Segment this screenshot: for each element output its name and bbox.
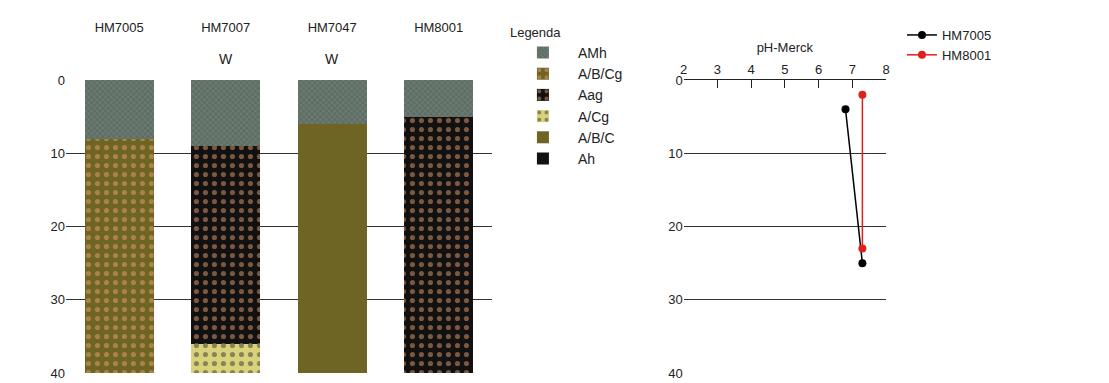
svg-text:20: 20 <box>668 219 682 234</box>
svg-text:4: 4 <box>747 62 754 77</box>
svg-text:Aag: Aag <box>578 87 603 103</box>
svg-text:A/Cg: A/Cg <box>578 109 609 125</box>
svg-text:W: W <box>219 51 233 67</box>
svg-text:HM7047: HM7047 <box>308 20 357 35</box>
svg-text:30: 30 <box>50 292 64 307</box>
svg-text:A/B/Cg: A/B/Cg <box>578 66 622 82</box>
svg-text:W: W <box>325 51 339 67</box>
svg-text:HM7005: HM7005 <box>95 20 144 35</box>
svg-text:10: 10 <box>50 146 64 161</box>
svg-text:HM8001: HM8001 <box>414 20 463 35</box>
svg-text:6: 6 <box>815 62 822 77</box>
svg-text:A/B/C: A/B/C <box>578 130 615 146</box>
svg-text:7: 7 <box>849 62 856 77</box>
svg-text:40: 40 <box>50 366 64 381</box>
svg-text:40: 40 <box>668 366 682 381</box>
svg-text:Legenda: Legenda <box>510 25 561 40</box>
svg-text:HM7007: HM7007 <box>201 20 250 35</box>
svg-text:0: 0 <box>675 73 682 88</box>
svg-text:20: 20 <box>50 219 64 234</box>
svg-text:2: 2 <box>680 62 687 77</box>
svg-text:10: 10 <box>668 146 682 161</box>
svg-text:Ah: Ah <box>578 151 595 167</box>
svg-text:5: 5 <box>781 62 788 77</box>
svg-text:0: 0 <box>58 73 65 88</box>
svg-text:HM7005: HM7005 <box>942 28 991 43</box>
svg-text:30: 30 <box>668 292 682 307</box>
svg-text:AMh: AMh <box>578 45 607 61</box>
svg-text:8: 8 <box>882 62 889 77</box>
svg-text:pH-Merck: pH-Merck <box>757 40 814 55</box>
svg-text:3: 3 <box>714 62 721 77</box>
svg-text:HM8001: HM8001 <box>942 48 991 63</box>
